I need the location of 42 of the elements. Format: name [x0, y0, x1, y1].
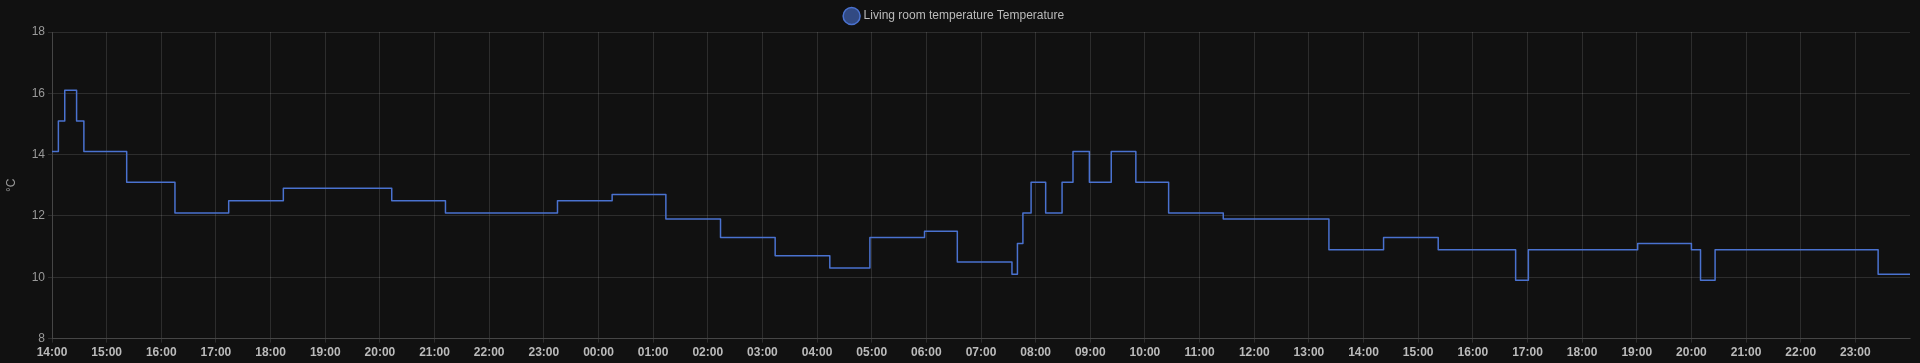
x-tick-label: 05:00 — [856, 345, 888, 360]
y-tick-label: 14 — [31, 146, 46, 161]
x-tick-label: 17:00 — [1512, 345, 1544, 360]
x-tick-label: 02:00 — [692, 345, 724, 360]
x-tick-label: 19:00 — [1621, 345, 1653, 360]
x-tick-label: 23:00 — [1840, 345, 1872, 360]
x-tick-label: 12:00 — [1238, 345, 1270, 360]
x-tick-label: 14:00 — [36, 345, 68, 360]
y-tick-label: 16 — [31, 85, 46, 100]
x-tick-label: 21:00 — [1730, 345, 1762, 360]
x-tick-label: 00:00 — [583, 345, 615, 360]
x-tick-label: 14:00 — [1348, 345, 1380, 360]
x-tick-label: 06:00 — [911, 345, 943, 360]
x-tick-label: 04:00 — [801, 345, 833, 360]
x-tick-label: 21:00 — [419, 345, 451, 360]
x-tick-label: 18:00 — [1566, 345, 1598, 360]
x-tick-label: 22:00 — [1785, 345, 1817, 360]
x-tick-label: 08:00 — [1020, 345, 1052, 360]
x-tick-label: 13:00 — [1293, 345, 1325, 360]
x-tick-label: 11:00 — [1184, 345, 1215, 360]
x-tick-label: 03:00 — [747, 345, 779, 360]
x-tick-label: 09:00 — [1074, 345, 1106, 360]
y-axis-title: °C — [3, 178, 18, 193]
y-tick-label: 18 — [31, 24, 46, 39]
x-tick-label: 22:00 — [473, 345, 505, 360]
x-tick-label: 20:00 — [364, 345, 396, 360]
legend-label: Living room temperature Temperature — [863, 8, 1065, 23]
y-tick-label: 12 — [31, 208, 46, 223]
x-tick-label: 07:00 — [965, 345, 997, 360]
x-tick-label: 01:00 — [637, 345, 669, 360]
x-tick-label: 16:00 — [1457, 345, 1489, 360]
x-tick-label: 18:00 — [255, 345, 287, 360]
x-tick-label: 10:00 — [1129, 345, 1161, 360]
x-tick-label: 20:00 — [1676, 345, 1708, 360]
x-tick-label: 23:00 — [528, 345, 560, 360]
x-tick-label: 15:00 — [1402, 345, 1434, 360]
x-tick-label: 15:00 — [91, 345, 123, 360]
x-tick-label: 16:00 — [145, 345, 177, 360]
x-tick-label: 17:00 — [200, 345, 232, 360]
y-tick-label: 8 — [38, 330, 46, 345]
y-tick-label: 10 — [31, 269, 46, 284]
x-tick-label: 19:00 — [309, 345, 341, 360]
